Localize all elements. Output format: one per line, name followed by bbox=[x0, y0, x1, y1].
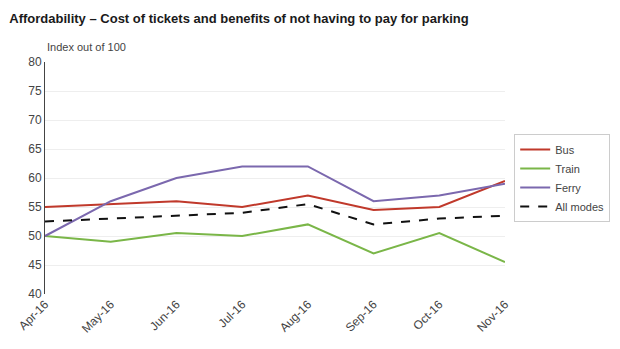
svg-text:Jul-16: Jul-16 bbox=[215, 297, 248, 330]
svg-text:50: 50 bbox=[28, 229, 42, 243]
svg-text:All modes: All modes bbox=[555, 201, 604, 213]
svg-text:70: 70 bbox=[28, 113, 42, 127]
svg-text:80: 80 bbox=[28, 55, 42, 69]
svg-text:Sep-16: Sep-16 bbox=[343, 297, 380, 334]
svg-text:Apr-16: Apr-16 bbox=[16, 297, 52, 333]
svg-text:Jun-16: Jun-16 bbox=[147, 297, 183, 333]
svg-text:Train: Train bbox=[555, 163, 580, 175]
svg-text:Oct-16: Oct-16 bbox=[410, 297, 446, 333]
svg-text:60: 60 bbox=[28, 171, 42, 185]
svg-text:Affordability – Cost of ticket: Affordability – Cost of tickets and bene… bbox=[9, 11, 468, 26]
svg-text:75: 75 bbox=[28, 84, 42, 98]
svg-text:65: 65 bbox=[28, 142, 42, 156]
svg-text:40: 40 bbox=[28, 287, 42, 301]
svg-text:May-16: May-16 bbox=[79, 297, 117, 335]
svg-text:Aug-16: Aug-16 bbox=[277, 297, 314, 334]
svg-text:Ferry: Ferry bbox=[555, 182, 581, 194]
svg-text:Index out of 100: Index out of 100 bbox=[47, 41, 126, 53]
svg-text:45: 45 bbox=[28, 258, 42, 272]
svg-text:Nov-16: Nov-16 bbox=[474, 297, 511, 334]
svg-text:55: 55 bbox=[28, 200, 42, 214]
svg-text:Bus: Bus bbox=[555, 144, 574, 156]
